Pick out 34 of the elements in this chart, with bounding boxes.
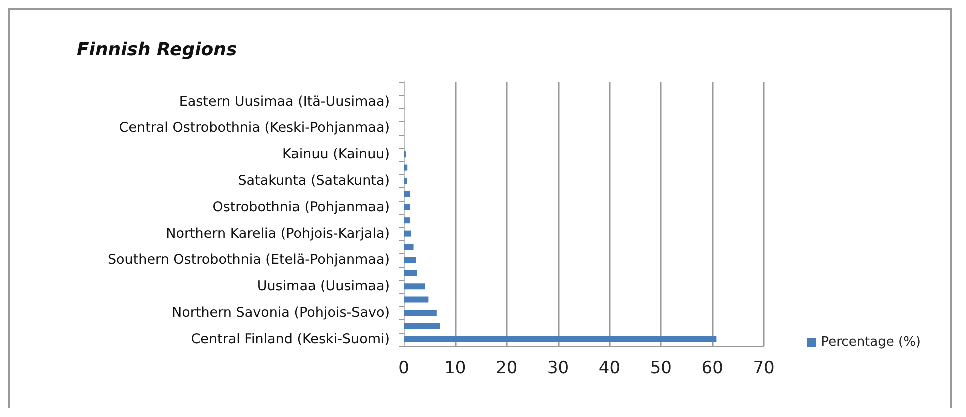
x-tick-label: 60 — [702, 358, 724, 378]
x-tick-label: 30 — [547, 358, 570, 378]
bar — [404, 284, 426, 290]
y-tick-label: Ostrobothnia (Pohjanmaa) — [212, 199, 390, 216]
bar — [404, 204, 410, 210]
bar — [404, 310, 437, 316]
bar — [404, 257, 416, 264]
x-tick-label: 70 — [753, 358, 775, 378]
legend-label: Percentage (%) — [821, 335, 922, 350]
text: Finnish Regions — [77, 40, 238, 60]
y-tick-label: Central Ostrobothnia (Keski-Pohjanmaa) — [119, 120, 390, 136]
bar — [404, 296, 429, 303]
bar — [404, 178, 408, 184]
bar — [404, 270, 418, 276]
y-tick-label: Northern Karelia (Pohjois-Karjala) — [166, 226, 390, 242]
bar — [404, 191, 410, 198]
bar — [404, 218, 410, 224]
bar — [404, 323, 441, 330]
y-tick-label: Eastern Uusimaa (Itä-Uusimaa) — [179, 94, 390, 110]
bar — [404, 164, 408, 171]
x-tick-label: 0 — [398, 358, 410, 378]
x-tick-label: 20 — [496, 358, 518, 378]
y-tick-label: Northern Savonia (Pohjois-Savo) — [172, 305, 390, 321]
bar — [404, 230, 412, 237]
y-tick-label: Satakunta (Satakunta) — [238, 173, 390, 189]
x-tick-label: 10 — [444, 358, 466, 378]
bar — [404, 244, 414, 250]
y-tick-label: Uusimaa (Uusimaa) — [257, 278, 390, 295]
y-tick-label: Central Finland (Keski-Suomi) — [191, 331, 390, 348]
x-tick-label: 50 — [650, 358, 672, 378]
x-tick-label: 40 — [598, 358, 621, 378]
y-tick-label: Southern Ostrobothnia (Etelä-Pohjanmaa) — [108, 252, 390, 268]
bar — [404, 336, 717, 342]
y-tick-label: Kainuu (Kainuu) — [282, 146, 390, 163]
